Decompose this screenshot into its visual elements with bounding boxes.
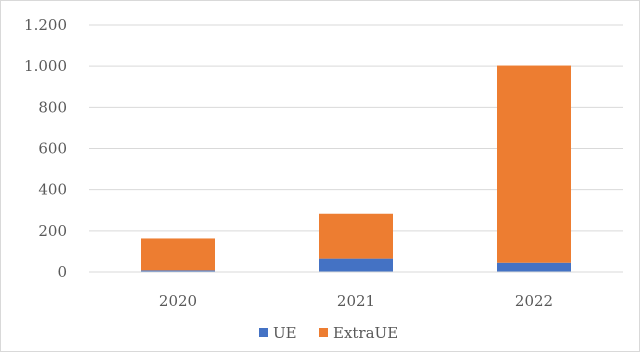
y-tick-label: 600	[38, 140, 67, 158]
legend-swatch-extraue	[319, 328, 328, 337]
y-tick-label: 0	[57, 263, 67, 281]
bar-ue-2021	[319, 258, 393, 272]
legend-swatch-ue	[259, 328, 268, 337]
y-tick-label: 400	[38, 181, 67, 199]
bar-ue-2020	[141, 270, 215, 272]
y-tick-label: 200	[38, 222, 67, 240]
x-tick-label: 2020	[159, 292, 197, 310]
bar-extraue-2021	[319, 213, 393, 259]
y-tick-label: 1.200	[24, 16, 67, 34]
bar-extraue-2022	[497, 65, 571, 263]
y-tick-label: 800	[38, 98, 67, 116]
x-tick-label: 2022	[515, 292, 553, 310]
x-axis-ticks: 2020 2021 2022	[159, 292, 553, 310]
legend: UE ExtraUE	[259, 324, 398, 342]
x-tick-label: 2021	[337, 292, 375, 310]
y-axis-ticks: 0 200 400 600 800 1.000 1.200	[24, 16, 67, 281]
bars	[141, 65, 571, 272]
legend-label-ue: UE	[273, 324, 297, 342]
y-tick-label: 1.000	[24, 57, 67, 75]
bar-extraue-2020	[141, 238, 215, 271]
legend-label-extraue: ExtraUE	[333, 324, 398, 342]
bar-ue-2022	[497, 262, 571, 272]
